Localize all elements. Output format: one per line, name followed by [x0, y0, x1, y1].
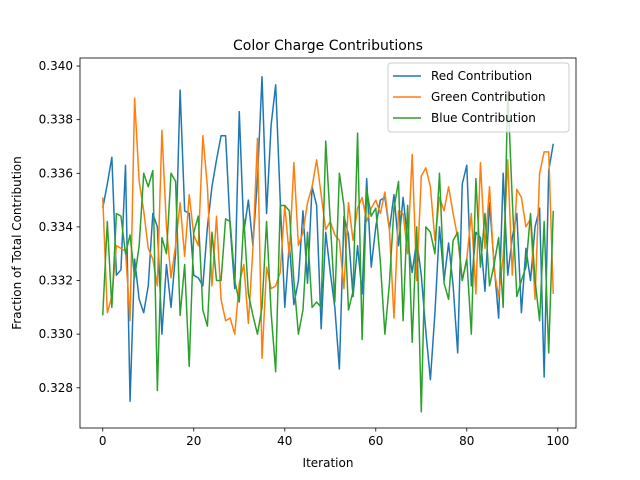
y-tick-label: 0.340 [39, 59, 73, 73]
y-tick-label: 0.338 [39, 113, 73, 127]
series-line-3 [102, 89, 554, 413]
x-tick-label: 80 [459, 434, 474, 448]
y-axis-label: Fraction of Total Contribution [10, 156, 24, 329]
legend-label-1: Red Contribution [431, 69, 532, 83]
x-axis-label: Iteration [303, 456, 354, 470]
plot-frame [79, 57, 577, 429]
legend: Red Contribution Green Contribution Blue C… [387, 62, 570, 133]
y-tick-label: 0.332 [39, 274, 73, 288]
y-tick-label: 0.330 [39, 327, 73, 341]
y-tick-label: 0.336 [39, 166, 73, 180]
x-tick-label: 100 [546, 434, 569, 448]
x-tick-label: 0 [99, 434, 107, 448]
x-tick-label: 60 [368, 434, 383, 448]
y-axis-ticks: 0.328 0.330 0.332 0.334 0.336 0.338 0.340 [39, 59, 80, 395]
x-tick-label: 40 [277, 434, 292, 448]
x-axis-ticks: 0 20 40 60 80 100 [99, 428, 569, 448]
y-tick-label: 0.328 [39, 381, 73, 395]
legend-label-2: Green Contribution [431, 90, 546, 104]
legend-box [387, 62, 570, 133]
legend-label-3: Blue Contribution [431, 111, 536, 125]
legend-items: Red Contribution Green Contribution Blue C… [393, 69, 546, 125]
series-layer [102, 76, 554, 413]
y-tick-label: 0.334 [39, 220, 73, 234]
chart-title: Color Charge Contributions [233, 38, 423, 54]
x-tick-label: 20 [186, 434, 201, 448]
